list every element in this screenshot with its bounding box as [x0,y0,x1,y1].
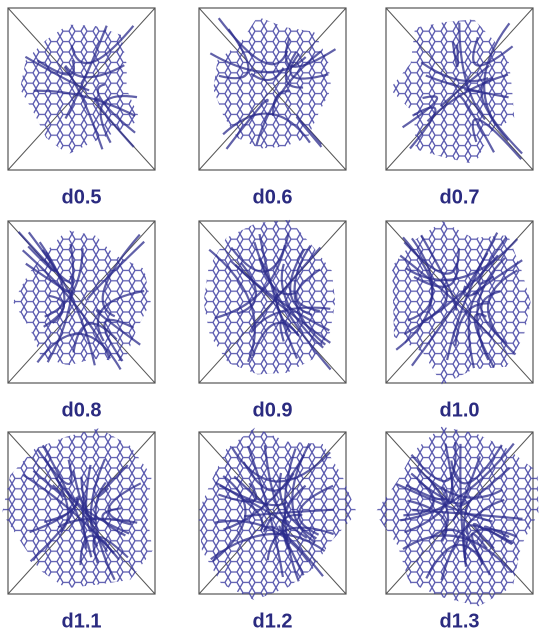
panel-label: d0.8 [61,399,101,421]
panel-label: d1.3 [439,610,479,632]
panel: d0.6 [199,8,346,208]
figure: d0.5 d0.6 d0.7 d0.8 d0.9 d1.0 d1.1 d1.2 d1.3 [0,0,542,635]
panel: d1.0 [386,221,533,421]
panel: d0.9 [199,220,346,422]
panel-label: d1.0 [439,399,479,421]
panel: d0.8 [8,221,155,421]
panel: d0.5 [8,8,155,208]
panel: d1.3 [375,427,539,632]
panel: d0.7 [386,8,533,208]
panel-label: d0.6 [252,186,292,208]
panel-label: d0.7 [439,186,479,208]
panel-label: d1.1 [61,610,101,632]
panel-label: d1.2 [252,610,292,632]
panel: d1.1 [2,428,155,632]
panel: d1.2 [198,428,357,633]
panel-label: d0.5 [61,186,101,208]
panel-label: d0.9 [252,399,292,421]
